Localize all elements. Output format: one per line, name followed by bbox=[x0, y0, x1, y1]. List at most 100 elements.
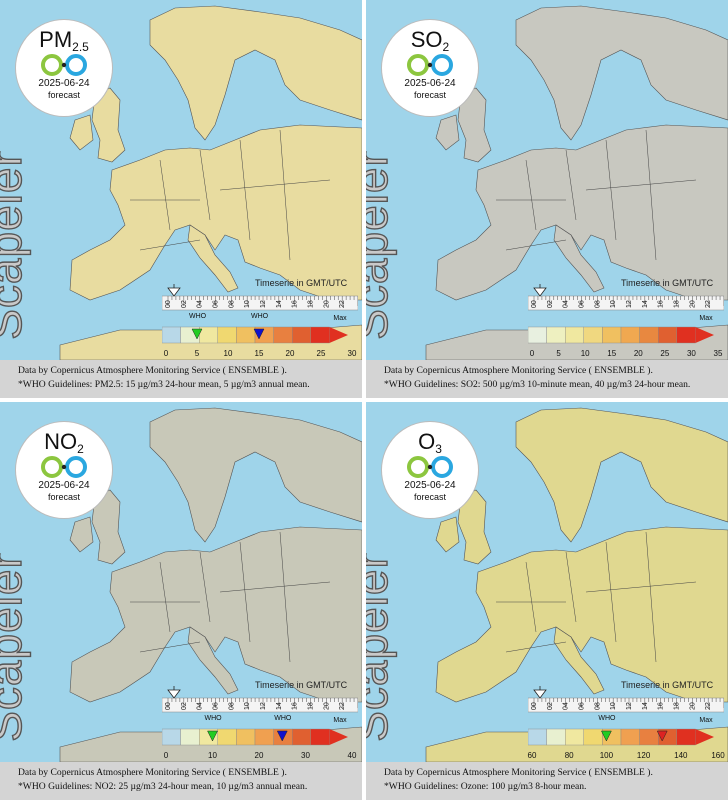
colorbar-swatch bbox=[254, 728, 274, 746]
colorbar-tick-label: 10 bbox=[580, 349, 590, 358]
colorbar-tick-label: 25 bbox=[660, 349, 670, 358]
hour-label: 10 bbox=[610, 702, 617, 710]
timeline[interactable]: 00 02 04 06 08 10 12 14 16 18 20 22 bbox=[528, 686, 724, 724]
land-region bbox=[69, 114, 94, 151]
colorbar-tick-label: 160 bbox=[711, 751, 725, 760]
colorbar-swatch bbox=[236, 728, 256, 746]
who-marker-icon bbox=[207, 730, 218, 742]
country-border bbox=[565, 149, 577, 221]
country-border bbox=[565, 551, 577, 623]
brand-text: Scapeler bbox=[0, 552, 31, 743]
colorbar-swatch bbox=[528, 728, 547, 746]
forecast-date: 2025-06-24 bbox=[38, 480, 90, 491]
land-region bbox=[69, 124, 362, 301]
data-source-text: Data by Copernicus Atmosphere Monitoring… bbox=[384, 365, 653, 376]
hour-label: 04 bbox=[563, 300, 570, 308]
who-guideline-text: *WHO Guidelines: NO2: 25 µg/m3 24-hour m… bbox=[18, 781, 308, 792]
land-region bbox=[435, 124, 728, 301]
forecast-label: forecast bbox=[47, 492, 80, 502]
hour-label: 00 bbox=[165, 702, 172, 710]
country-border bbox=[525, 159, 537, 231]
colorbar-max-arrow bbox=[695, 729, 714, 745]
who-label: WHO bbox=[251, 313, 269, 320]
colorbar-max-arrow bbox=[329, 327, 348, 343]
country-border bbox=[239, 541, 251, 643]
country-border bbox=[525, 561, 537, 633]
land-region bbox=[457, 87, 492, 163]
time-pointer-icon[interactable] bbox=[167, 689, 181, 699]
hour-label: 14 bbox=[642, 702, 649, 710]
timeline[interactable]: 00 02 04 06 08 10 12 14 16 18 20 22 bbox=[528, 284, 724, 322]
who-label: WHO bbox=[274, 715, 292, 722]
hour-label: 18 bbox=[674, 702, 681, 710]
hour-label: 14 bbox=[276, 702, 283, 710]
country-border bbox=[645, 531, 657, 663]
hour-label: 08 bbox=[228, 702, 235, 710]
hour-label: 20 bbox=[323, 300, 330, 308]
colorbar-swatch bbox=[180, 728, 200, 746]
who-label: WHO bbox=[189, 313, 207, 320]
country-border bbox=[239, 139, 251, 241]
colorbar-tick-label: 40 bbox=[347, 751, 357, 760]
forecast-label: forecast bbox=[413, 492, 446, 502]
hour-label: 04 bbox=[197, 300, 204, 308]
infinity-logo-icon bbox=[407, 456, 453, 478]
colorbar-swatch bbox=[273, 326, 293, 344]
pollutant-sub: 2 bbox=[77, 442, 84, 456]
timeline[interactable]: 00 02 04 06 08 10 12 14 16 18 20 22 bbox=[162, 686, 358, 724]
country-border bbox=[645, 129, 657, 261]
brand-watermark: Scapeler bbox=[366, 118, 420, 360]
colorbar bbox=[162, 326, 348, 344]
country-border bbox=[585, 179, 697, 191]
colorbar-swatch bbox=[310, 326, 330, 344]
infinity-logo-icon bbox=[41, 456, 87, 478]
hour-label: 14 bbox=[642, 300, 649, 308]
colorbar-tick-label: 140 bbox=[674, 751, 688, 760]
pollutant-main: NO bbox=[44, 429, 78, 454]
colorbar-swatch bbox=[565, 326, 585, 344]
colorbar-tick-label: 35 bbox=[713, 349, 723, 358]
brand-text: Scapeler bbox=[366, 150, 397, 341]
max-label: Max bbox=[699, 315, 713, 322]
time-pointer-icon[interactable] bbox=[167, 287, 181, 297]
brand-text: Scapeler bbox=[0, 150, 31, 341]
who-marker-icon bbox=[600, 730, 612, 742]
hour-label: 00 bbox=[531, 300, 538, 308]
colorbar-swatch bbox=[620, 728, 640, 746]
timeline-track bbox=[528, 295, 724, 311]
colorbar-tick-label: 0 bbox=[529, 349, 535, 358]
land-region bbox=[435, 114, 460, 151]
who-guideline-text: *WHO Guidelines: SO2: 500 µg/m3 10-minut… bbox=[384, 379, 691, 390]
timeserie-label: Timeserie in GMT/UTC bbox=[255, 278, 348, 288]
land-region bbox=[435, 526, 728, 703]
hour-label: 12 bbox=[260, 300, 267, 308]
colorbar bbox=[528, 326, 714, 344]
colorbar-max-arrow bbox=[329, 729, 348, 745]
land-region bbox=[69, 526, 362, 703]
colorbar-swatch bbox=[657, 326, 677, 344]
brand-watermark: Scapeler bbox=[0, 520, 54, 762]
colorbar-tick-label: 25 bbox=[316, 349, 326, 358]
pollutant-badge: NO2 2025-06-24 forecast bbox=[16, 422, 112, 518]
country-border bbox=[605, 541, 617, 643]
land-region bbox=[187, 626, 239, 695]
time-pointer-icon[interactable] bbox=[533, 287, 547, 297]
colorbar-swatch bbox=[565, 728, 585, 746]
land-region bbox=[435, 516, 460, 553]
hour-label: 14 bbox=[276, 300, 283, 308]
brand-text: Scapeler bbox=[366, 552, 397, 743]
hour-label: 10 bbox=[244, 300, 251, 308]
colorbar-tick-label: 80 bbox=[564, 751, 574, 760]
infinity-logo-icon bbox=[407, 54, 453, 76]
colorbar-swatch bbox=[620, 326, 640, 344]
colorbar bbox=[162, 728, 348, 746]
timeline[interactable]: 00 02 04 06 08 10 12 14 16 18 20 22 bbox=[162, 284, 358, 322]
who-marker-icon bbox=[253, 328, 265, 340]
hour-label: 12 bbox=[626, 300, 633, 308]
panel-so2: Scapeler SO2 2025-06-24 forecast Timeserie i… bbox=[366, 0, 728, 398]
colorbar bbox=[528, 728, 714, 746]
hour-label: 02 bbox=[547, 702, 554, 710]
time-pointer-icon[interactable] bbox=[533, 689, 547, 699]
who-guideline-text: *WHO Guidelines: Ozone: 100 µg/m3 8-hour… bbox=[384, 781, 587, 792]
hour-label: 08 bbox=[594, 300, 601, 308]
